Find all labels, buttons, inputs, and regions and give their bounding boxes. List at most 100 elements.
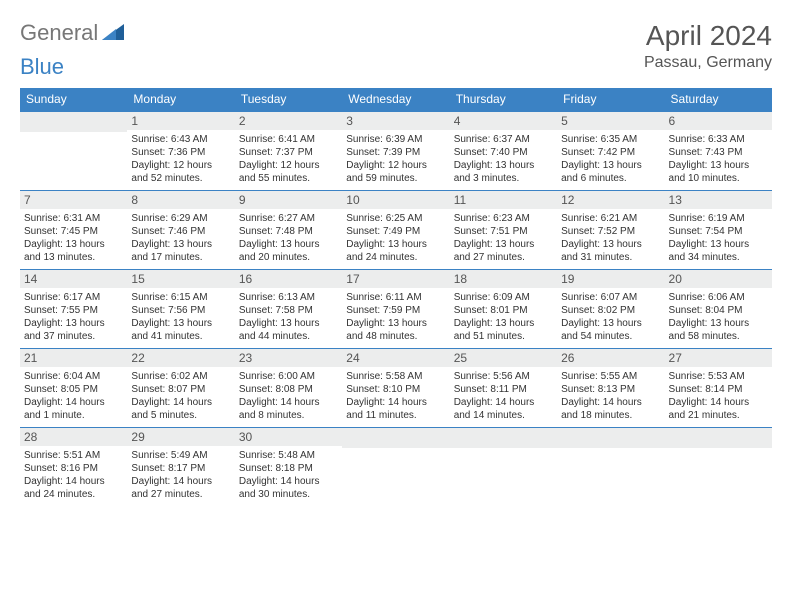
day-number: 27 <box>665 349 772 367</box>
calendar-day-cell: 29Sunrise: 5:49 AMSunset: 8:17 PMDayligh… <box>127 428 234 507</box>
day-content: Sunrise: 6:04 AMSunset: 8:05 PMDaylight:… <box>20 367 127 425</box>
day-number: 13 <box>665 191 772 209</box>
day-content: Sunrise: 6:39 AMSunset: 7:39 PMDaylight:… <box>342 130 449 188</box>
day-number: 8 <box>127 191 234 209</box>
calendar-week-row: 1Sunrise: 6:43 AMSunset: 7:36 PMDaylight… <box>20 111 772 191</box>
day-content: Sunrise: 6:00 AMSunset: 8:08 PMDaylight:… <box>235 367 342 425</box>
calendar-day-cell: 22Sunrise: 6:02 AMSunset: 8:07 PMDayligh… <box>127 349 234 428</box>
day-number: 26 <box>557 349 664 367</box>
calendar-day-cell: 25Sunrise: 5:56 AMSunset: 8:11 PMDayligh… <box>450 349 557 428</box>
weekday-header: Thursday <box>450 88 557 111</box>
weekday-header: Saturday <box>665 88 772 111</box>
calendar-day-cell: 14Sunrise: 6:17 AMSunset: 7:55 PMDayligh… <box>20 270 127 349</box>
day-content: Sunrise: 6:21 AMSunset: 7:52 PMDaylight:… <box>557 209 664 267</box>
calendar-day-cell: 1Sunrise: 6:43 AMSunset: 7:36 PMDaylight… <box>127 111 234 191</box>
calendar-day-cell <box>20 111 127 191</box>
day-number: 20 <box>665 270 772 288</box>
calendar-day-cell: 24Sunrise: 5:58 AMSunset: 8:10 PMDayligh… <box>342 349 449 428</box>
day-content: Sunrise: 6:43 AMSunset: 7:36 PMDaylight:… <box>127 130 234 188</box>
calendar-day-cell: 21Sunrise: 6:04 AMSunset: 8:05 PMDayligh… <box>20 349 127 428</box>
weekday-header: Sunday <box>20 88 127 111</box>
day-number: 2 <box>235 112 342 130</box>
calendar-day-cell: 28Sunrise: 5:51 AMSunset: 8:16 PMDayligh… <box>20 428 127 507</box>
day-number <box>665 428 772 448</box>
day-number <box>557 428 664 448</box>
calendar-day-cell: 26Sunrise: 5:55 AMSunset: 8:13 PMDayligh… <box>557 349 664 428</box>
day-number: 23 <box>235 349 342 367</box>
calendar-day-cell: 5Sunrise: 6:35 AMSunset: 7:42 PMDaylight… <box>557 111 664 191</box>
day-number: 7 <box>20 191 127 209</box>
logo-text-blue: Blue <box>20 54 64 79</box>
calendar-day-cell: 16Sunrise: 6:13 AMSunset: 7:58 PMDayligh… <box>235 270 342 349</box>
calendar-week-row: 21Sunrise: 6:04 AMSunset: 8:05 PMDayligh… <box>20 349 772 428</box>
day-number: 17 <box>342 270 449 288</box>
day-content: Sunrise: 6:17 AMSunset: 7:55 PMDaylight:… <box>20 288 127 346</box>
day-content: Sunrise: 5:55 AMSunset: 8:13 PMDaylight:… <box>557 367 664 425</box>
calendar-day-cell: 30Sunrise: 5:48 AMSunset: 8:18 PMDayligh… <box>235 428 342 507</box>
calendar-day-cell: 13Sunrise: 6:19 AMSunset: 7:54 PMDayligh… <box>665 191 772 270</box>
day-content: Sunrise: 6:25 AMSunset: 7:49 PMDaylight:… <box>342 209 449 267</box>
calendar-day-cell: 20Sunrise: 6:06 AMSunset: 8:04 PMDayligh… <box>665 270 772 349</box>
day-number: 29 <box>127 428 234 446</box>
day-number: 14 <box>20 270 127 288</box>
calendar-day-cell: 7Sunrise: 6:31 AMSunset: 7:45 PMDaylight… <box>20 191 127 270</box>
calendar-week-row: 7Sunrise: 6:31 AMSunset: 7:45 PMDaylight… <box>20 191 772 270</box>
day-content: Sunrise: 6:41 AMSunset: 7:37 PMDaylight:… <box>235 130 342 188</box>
day-content: Sunrise: 6:11 AMSunset: 7:59 PMDaylight:… <box>342 288 449 346</box>
calendar-day-cell: 17Sunrise: 6:11 AMSunset: 7:59 PMDayligh… <box>342 270 449 349</box>
calendar-day-cell: 10Sunrise: 6:25 AMSunset: 7:49 PMDayligh… <box>342 191 449 270</box>
weekday-header: Monday <box>127 88 234 111</box>
day-content: Sunrise: 6:27 AMSunset: 7:48 PMDaylight:… <box>235 209 342 267</box>
day-number: 15 <box>127 270 234 288</box>
calendar-day-cell: 19Sunrise: 6:07 AMSunset: 8:02 PMDayligh… <box>557 270 664 349</box>
calendar-day-cell: 8Sunrise: 6:29 AMSunset: 7:46 PMDaylight… <box>127 191 234 270</box>
day-content: Sunrise: 5:53 AMSunset: 8:14 PMDaylight:… <box>665 367 772 425</box>
day-content: Sunrise: 5:51 AMSunset: 8:16 PMDaylight:… <box>20 446 127 504</box>
calendar-day-cell: 23Sunrise: 6:00 AMSunset: 8:08 PMDayligh… <box>235 349 342 428</box>
day-number: 22 <box>127 349 234 367</box>
day-content: Sunrise: 6:37 AMSunset: 7:40 PMDaylight:… <box>450 130 557 188</box>
logo-text-general: General <box>20 20 98 46</box>
logo-triangle-icon <box>102 20 124 46</box>
day-number <box>342 428 449 448</box>
day-content: Sunrise: 6:33 AMSunset: 7:43 PMDaylight:… <box>665 130 772 188</box>
day-number: 18 <box>450 270 557 288</box>
calendar-day-cell: 9Sunrise: 6:27 AMSunset: 7:48 PMDaylight… <box>235 191 342 270</box>
weekday-header: Wednesday <box>342 88 449 111</box>
day-number: 25 <box>450 349 557 367</box>
calendar-week-row: 28Sunrise: 5:51 AMSunset: 8:16 PMDayligh… <box>20 428 772 507</box>
day-content: Sunrise: 5:49 AMSunset: 8:17 PMDaylight:… <box>127 446 234 504</box>
day-content: Sunrise: 6:35 AMSunset: 7:42 PMDaylight:… <box>557 130 664 188</box>
day-content: Sunrise: 6:07 AMSunset: 8:02 PMDaylight:… <box>557 288 664 346</box>
calendar-day-cell: 2Sunrise: 6:41 AMSunset: 7:37 PMDaylight… <box>235 111 342 191</box>
calendar-day-cell <box>557 428 664 507</box>
calendar-day-cell <box>342 428 449 507</box>
day-number: 3 <box>342 112 449 130</box>
day-content: Sunrise: 6:19 AMSunset: 7:54 PMDaylight:… <box>665 209 772 267</box>
day-number: 9 <box>235 191 342 209</box>
day-number: 12 <box>557 191 664 209</box>
day-number: 1 <box>127 112 234 130</box>
calendar-week-row: 14Sunrise: 6:17 AMSunset: 7:55 PMDayligh… <box>20 270 772 349</box>
day-number: 21 <box>20 349 127 367</box>
day-number <box>20 112 127 132</box>
calendar-day-cell: 3Sunrise: 6:39 AMSunset: 7:39 PMDaylight… <box>342 111 449 191</box>
day-content: Sunrise: 6:02 AMSunset: 8:07 PMDaylight:… <box>127 367 234 425</box>
calendar-day-cell: 4Sunrise: 6:37 AMSunset: 7:40 PMDaylight… <box>450 111 557 191</box>
day-number: 19 <box>557 270 664 288</box>
day-content: Sunrise: 6:15 AMSunset: 7:56 PMDaylight:… <box>127 288 234 346</box>
logo: General <box>20 20 126 46</box>
day-content: Sunrise: 5:58 AMSunset: 8:10 PMDaylight:… <box>342 367 449 425</box>
day-number: 30 <box>235 428 342 446</box>
day-number: 6 <box>665 112 772 130</box>
calendar-day-cell: 18Sunrise: 6:09 AMSunset: 8:01 PMDayligh… <box>450 270 557 349</box>
day-content: Sunrise: 6:09 AMSunset: 8:01 PMDaylight:… <box>450 288 557 346</box>
calendar-day-cell <box>450 428 557 507</box>
calendar-day-cell: 11Sunrise: 6:23 AMSunset: 7:51 PMDayligh… <box>450 191 557 270</box>
weekday-header: Friday <box>557 88 664 111</box>
day-number: 4 <box>450 112 557 130</box>
month-title: April 2024 <box>644 20 772 52</box>
day-number: 28 <box>20 428 127 446</box>
day-content: Sunrise: 5:56 AMSunset: 8:11 PMDaylight:… <box>450 367 557 425</box>
day-content: Sunrise: 6:13 AMSunset: 7:58 PMDaylight:… <box>235 288 342 346</box>
